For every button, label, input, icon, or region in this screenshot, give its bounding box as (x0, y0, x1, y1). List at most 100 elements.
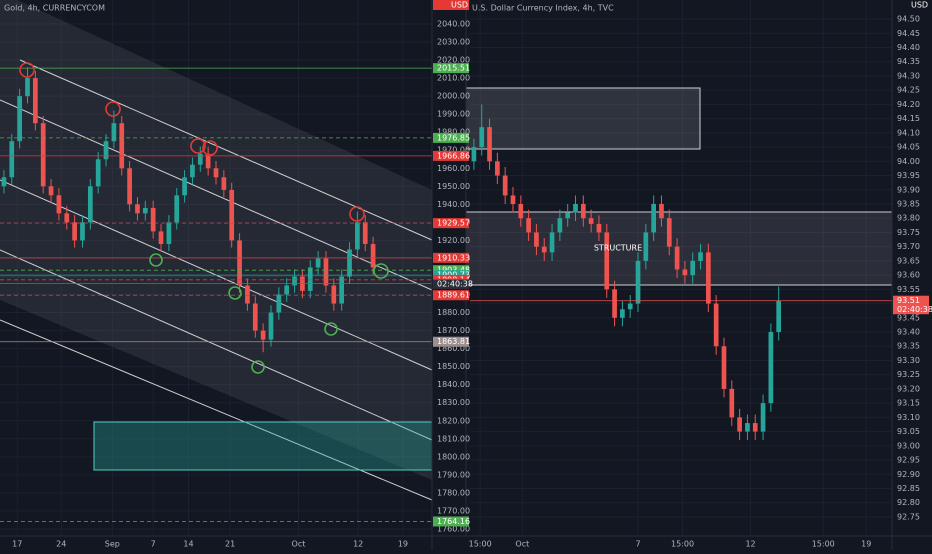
price-tag-label: 1764.16 (437, 517, 470, 526)
y-tick-label: 1870.00 (437, 326, 470, 335)
chart-title: U.S. Dollar Currency Index, 4h, TVC (472, 4, 614, 13)
y-tick-label: 1860.00 (437, 344, 470, 353)
candle-body (471, 147, 477, 162)
annotation: STRUCTURE (594, 244, 642, 253)
currency: USD (451, 1, 468, 10)
channel-line (0, 99, 433, 291)
y-tick-label: 93.35 (897, 342, 920, 351)
price-tag-label: 1976.85 (437, 133, 470, 142)
candle-body (612, 289, 617, 318)
candle-body (323, 258, 329, 286)
x-tick-label: 7 (151, 540, 156, 549)
candle-body (479, 127, 485, 148)
currency: USD (911, 1, 928, 10)
price-tag (433, 336, 469, 347)
y-tick-label: 94.25 (897, 86, 920, 95)
candle-body (268, 312, 274, 340)
x-tick-label: 7 (635, 540, 640, 549)
price-tag (433, 252, 469, 263)
candle-body (659, 203, 664, 219)
price-tag-label: 93.51 (897, 296, 920, 305)
low-circle (228, 286, 242, 300)
low-circle (149, 253, 163, 267)
price-tag (433, 516, 469, 527)
channel-line (0, 249, 433, 441)
y-tick-label: 1830.00 (437, 398, 470, 407)
candle-body (666, 218, 672, 247)
candle-body (197, 153, 203, 165)
candle-body (158, 231, 164, 245)
price-tag-label: 1966.86 (437, 151, 470, 160)
grid (0, 0, 892, 536)
candle-body (549, 232, 555, 253)
candle-body (150, 207, 156, 232)
candle-body (331, 285, 337, 304)
candle-body (213, 168, 219, 178)
candle-body (768, 332, 774, 404)
candle-body (502, 175, 508, 196)
candle-body (674, 246, 680, 270)
candle-body (565, 212, 571, 219)
candle-body (643, 232, 649, 261)
candle-body (745, 423, 750, 432)
candle-body (713, 303, 719, 347)
y-tick-label: 93.55 (897, 285, 920, 294)
x-tick-label: 15:00 (671, 540, 694, 549)
y-tick-label: 94.05 (897, 143, 920, 152)
y-tick-label: 93.10 (897, 413, 920, 422)
candle-body (596, 223, 602, 233)
y-tick-label: 93.85 (897, 199, 920, 208)
x-tick-label: 19 (861, 540, 871, 549)
y-tick-label: 2010.00 (437, 74, 470, 83)
price-tag-label: 1910.33 (437, 253, 470, 262)
y-tick-label: 94.45 (897, 29, 920, 38)
y-tick-label: 93.25 (897, 370, 920, 379)
candle-body (87, 186, 93, 223)
candle-body (25, 78, 30, 97)
high-circle (105, 101, 121, 117)
candle-body (557, 218, 563, 233)
high-circle (202, 140, 218, 156)
candle-body (487, 127, 492, 162)
x-tick-label: Oct (515, 540, 529, 549)
y-tick-label: 93.80 (897, 214, 920, 223)
price-tag-label: 2015.51 (437, 64, 470, 73)
y-tick-label: 1980.00 (437, 128, 470, 137)
candle-body (119, 123, 125, 169)
y-tick-label: 94.10 (897, 128, 920, 137)
countdown: 02:40:38 (437, 280, 473, 289)
candle-body (526, 218, 531, 233)
y-tick-label: 1820.00 (437, 416, 470, 425)
candle-body (72, 222, 77, 241)
currency-tag (893, 0, 929, 10)
candle-body (362, 222, 368, 245)
countdown-tag (893, 305, 929, 315)
y-tick-label: 92.75 (897, 512, 920, 521)
y-tick-label: 1950.00 (437, 182, 470, 191)
candle-body (534, 232, 539, 247)
candle-body (737, 417, 742, 432)
price-tag-label: 1889.61 (437, 291, 470, 300)
circles (19, 62, 389, 374)
countdown: 02:40:38 (897, 305, 932, 314)
x-tick-label: 14 (183, 540, 193, 549)
y-tick-label: 2040.00 (437, 19, 470, 28)
y-tick-label: 1790.00 (437, 470, 470, 479)
low-circle (373, 263, 389, 279)
y-tick-label: 93.90 (897, 185, 920, 194)
channel (0, 0, 432, 480)
candle-body (588, 218, 594, 224)
demand-zone (93, 421, 433, 471)
y-tick-label: 1960.00 (437, 164, 470, 173)
y-tick-label: 1760.00 (437, 524, 470, 533)
candle-body (307, 267, 313, 291)
y-tick-label: 1850.00 (437, 362, 470, 371)
candle-body (541, 246, 547, 253)
candle-body (174, 195, 180, 223)
x-tick-label: 12 (353, 540, 363, 549)
candle-body (205, 153, 211, 169)
low-circle (324, 322, 338, 336)
candle-body (260, 330, 266, 340)
candle-body (221, 177, 227, 190)
